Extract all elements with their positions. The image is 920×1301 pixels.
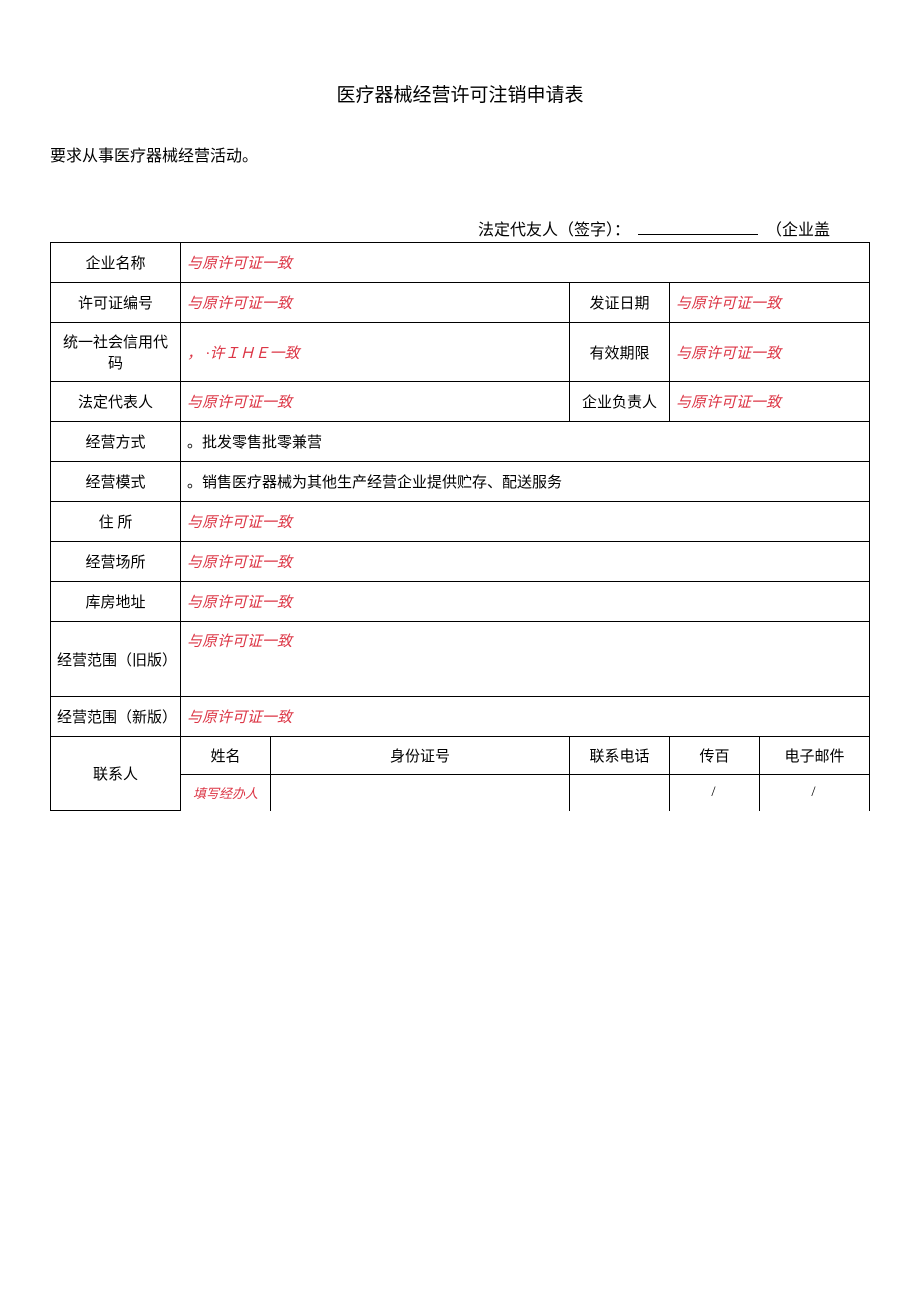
value-biz-method: 。批发零售批零兼营 <box>181 422 870 462</box>
label-company-head: 企业负责人 <box>570 382 670 422</box>
contact-value-fax: / <box>670 775 760 811</box>
label-legal-rep: 法定代表人 <box>51 382 181 422</box>
table-row: 统一社会信用代码 ， ·许ＩＨＥ一致 有效期限 与原许可证一致 <box>51 323 870 382</box>
value-license-no: 与原许可证一致 <box>181 283 570 323</box>
contact-value-phone <box>570 775 670 811</box>
table-row: 经营方式 。批发零售批零兼营 <box>51 422 870 462</box>
label-biz-method: 经营方式 <box>51 422 181 462</box>
value-scope-old: 与原许可证一致 <box>181 622 870 697</box>
value-scope-new: 与原许可证一致 <box>181 697 870 737</box>
table-row: 联系人 姓名 身份证号 联系电话 传百 电子邮件 <box>51 737 870 775</box>
label-biz-place: 经营场所 <box>51 542 181 582</box>
label-address: 住 所 <box>51 502 181 542</box>
table-row: 库房地址 与原许可证一致 <box>51 582 870 622</box>
contact-header-phone: 联系电话 <box>570 737 670 775</box>
value-legal-rep: 与原许可证一致 <box>181 382 570 422</box>
value-biz-place: 与原许可证一致 <box>181 542 870 582</box>
table-row: 法定代表人 与原许可证一致 企业负责人 与原许可证一致 <box>51 382 870 422</box>
table-row: 企业名称 与原许可证一致 <box>51 243 870 283</box>
table-row: 许可证编号 与原许可证一致 发证日期 与原许可证一致 <box>51 283 870 323</box>
value-company-head: 与原许可证一致 <box>670 382 870 422</box>
intro-text: 要求从事医疗器械经营活动。 <box>50 142 870 166</box>
label-valid-period: 有效期限 <box>570 323 670 382</box>
value-address: 与原许可证一致 <box>181 502 870 542</box>
label-company-name: 企业名称 <box>51 243 181 283</box>
signature-label: 法定代友人（签字）： <box>478 222 630 239</box>
value-warehouse: 与原许可证一致 <box>181 582 870 622</box>
contact-value-name: 填写经办人 <box>181 775 271 811</box>
value-company-name: 与原许可证一致 <box>181 243 870 283</box>
contact-header-name: 姓名 <box>181 737 271 775</box>
label-contact: 联系人 <box>51 737 181 811</box>
table-row: 经营范围（旧版） 与原许可证一致 <box>51 622 870 697</box>
table-row: 住 所 与原许可证一致 <box>51 502 870 542</box>
contact-value-id <box>271 775 570 811</box>
label-issue-date: 发证日期 <box>570 283 670 323</box>
value-biz-mode: 。销售医疗器械为其他生产经营企业提供贮存、配送服务 <box>181 462 870 502</box>
application-table: 企业名称 与原许可证一致 许可证编号 与原许可证一致 发证日期 与原许可证一致 … <box>50 242 870 811</box>
label-scope-old: 经营范围（旧版） <box>51 622 181 697</box>
table-row: 经营范围（新版） 与原许可证一致 <box>51 697 870 737</box>
table-row: 经营场所 与原许可证一致 <box>51 542 870 582</box>
value-issue-date: 与原许可证一致 <box>670 283 870 323</box>
label-biz-mode: 经营模式 <box>51 462 181 502</box>
contact-value-email: / <box>760 775 870 811</box>
label-license-no: 许可证编号 <box>51 283 181 323</box>
contact-header-fax: 传百 <box>670 737 760 775</box>
table-row: 经营模式 。销售医疗器械为其他生产经营企业提供贮存、配送服务 <box>51 462 870 502</box>
document-title: 医疗器械经营许可注销申请表 <box>50 80 870 107</box>
signature-line: 法定代友人（签字）： （企业盖 <box>50 216 870 240</box>
contact-header-id: 身份证号 <box>271 737 570 775</box>
value-valid-period: 与原许可证一致 <box>670 323 870 382</box>
label-warehouse: 库房地址 <box>51 582 181 622</box>
label-scope-new: 经营范围（新版） <box>51 697 181 737</box>
label-social-credit: 统一社会信用代码 <box>51 323 181 382</box>
signature-underline <box>638 234 758 235</box>
signature-suffix: （企业盖 <box>766 222 830 239</box>
value-social-credit: ， ·许ＩＨＥ一致 <box>181 323 570 382</box>
contact-header-email: 电子邮件 <box>760 737 870 775</box>
